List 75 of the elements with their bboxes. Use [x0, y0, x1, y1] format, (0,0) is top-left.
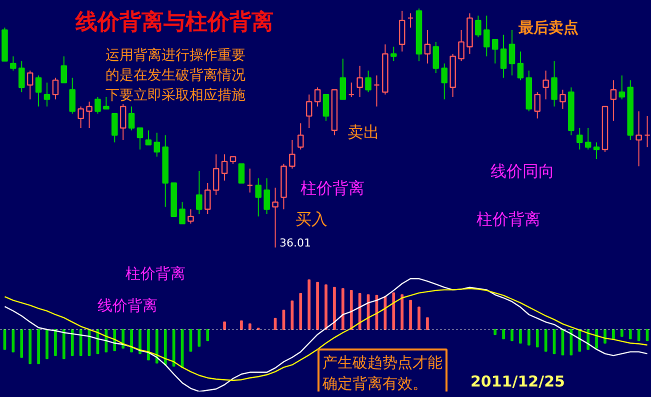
- candlestick: [365, 70, 372, 93]
- candlestick: [179, 202, 186, 224]
- candlestick: [560, 89, 566, 110]
- candlestick: [458, 30, 464, 62]
- candlestick: [348, 82, 354, 98]
- candlestick: [212, 154, 220, 196]
- candlestick: [492, 38, 498, 64]
- candlestick: [534, 92, 540, 119]
- candlestick: [551, 60, 558, 107]
- annotation: 产生破趋势点才能确定背离有效。: [322, 354, 442, 392]
- candlestick: [306, 94, 312, 128]
- annotation: 2011/12/25: [470, 372, 565, 390]
- candlestick: [576, 128, 583, 150]
- candlestick: [78, 106, 84, 128]
- candlestick: [432, 41, 440, 74]
- candlestick: [86, 101, 92, 128]
- candlestick: [112, 113, 118, 143]
- candlestick: [154, 132, 160, 158]
- candlestick: [340, 58, 346, 100]
- annotation: 买入: [296, 210, 328, 228]
- candlestick: [255, 178, 262, 217]
- candlestick: [246, 168, 254, 194]
- annotation: 柱价背离: [126, 264, 186, 282]
- candlestick: [120, 104, 126, 140]
- candlestick: [322, 94, 330, 122]
- candlestick: [593, 142, 600, 160]
- candlestick: [508, 30, 516, 76]
- candlestick: [60, 56, 68, 84]
- candlestick: [390, 46, 397, 62]
- annotation: 36.01: [280, 236, 311, 250]
- candlestick: [94, 96, 101, 114]
- annotation: 卖出: [348, 122, 380, 142]
- annotation: 柱价背离: [476, 210, 540, 228]
- candlestick: [238, 163, 245, 184]
- candlestick: [441, 62, 448, 100]
- candlestick: [145, 130, 152, 146]
- candlestick: [136, 127, 144, 150]
- candlestick: [356, 65, 363, 98]
- candlestick: [618, 74, 626, 100]
- annotation: 线价背离: [98, 296, 158, 314]
- candlestick: [10, 56, 16, 72]
- chart-title: 线价背离与柱价背离: [74, 9, 274, 35]
- candlestick: [221, 154, 228, 182]
- candlestick: [644, 116, 650, 148]
- annotation: 运用背离进行操作重要的是在发生破背离情况下要立即采取相应措施: [106, 48, 246, 104]
- candlestick: [26, 70, 34, 100]
- candlestick: [264, 178, 270, 215]
- candlestick: [188, 208, 194, 224]
- annotation: 最后卖点: [518, 18, 578, 36]
- candlestick: [475, 15, 482, 38]
- candlestick: [584, 128, 592, 150]
- candlestick: [500, 34, 507, 78]
- candlestick: [398, 10, 406, 52]
- candlestick: [517, 51, 524, 81]
- candlestick: [610, 80, 617, 122]
- candlestick: [407, 12, 414, 28]
- candlestick: [298, 122, 304, 150]
- candlestick: [52, 77, 59, 100]
- candlestick: [204, 182, 211, 215]
- candlestick: [272, 187, 278, 248]
- candlestick: [18, 60, 25, 93]
- annotation: 线价同向: [490, 162, 554, 180]
- candlestick: [484, 15, 490, 57]
- candlestick: [128, 106, 135, 131]
- candlestick: [374, 74, 380, 107]
- candlestick: [196, 170, 202, 215]
- candlestick: [542, 70, 549, 100]
- candlestick: [44, 82, 50, 107]
- candlestick: [289, 139, 296, 170]
- candlestick: [636, 110, 642, 167]
- candlestick: [424, 30, 431, 64]
- candlestick: [69, 77, 76, 114]
- candlestick: [314, 86, 321, 107]
- annotation: 柱价背离: [300, 178, 364, 198]
- candlestick: [35, 74, 42, 107]
